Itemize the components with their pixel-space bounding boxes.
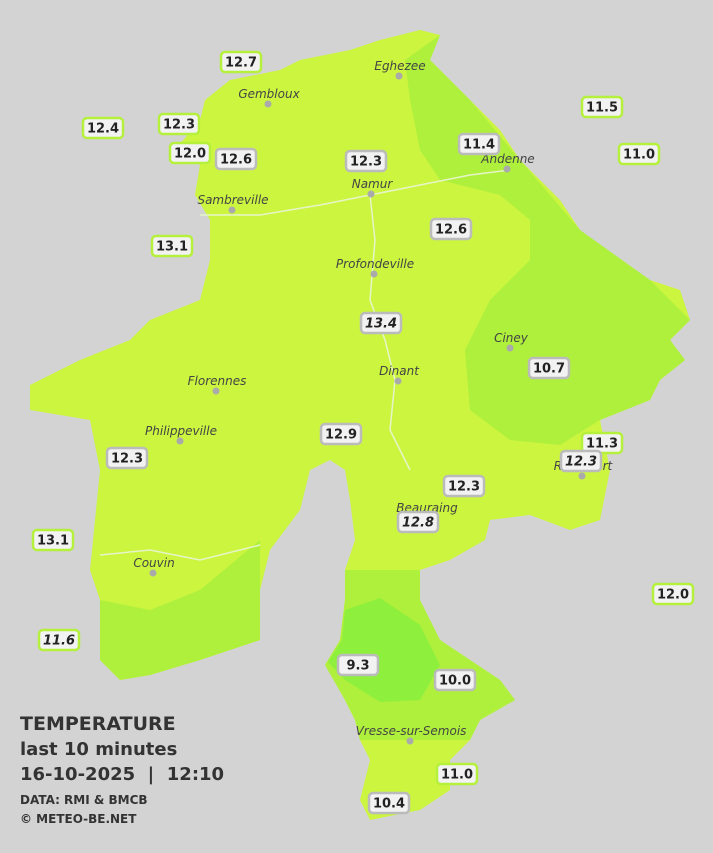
station-value: 11.4 (463, 138, 495, 153)
station-value: 12.6 (220, 153, 252, 168)
zone-cooler (100, 540, 260, 680)
station-box (651, 582, 695, 606)
station-value: 11.6 (43, 634, 75, 649)
city-label: Vresse-sur-Semois (356, 724, 467, 738)
station-value: 12.4 (87, 122, 119, 137)
city-dot (406, 737, 414, 745)
station-box (527, 356, 571, 380)
station-box (214, 147, 258, 171)
legend-copyright: © METEO-BE.NET (20, 812, 137, 826)
station-value: 12.8 (402, 516, 434, 531)
station-box (336, 653, 380, 677)
station-box (105, 446, 149, 470)
city-dot (176, 437, 184, 445)
station-value: 12.0 (657, 588, 689, 603)
river (99, 544, 261, 561)
station-value: 10.0 (439, 674, 471, 689)
station-box (457, 132, 501, 156)
station-box (219, 50, 263, 74)
city-label: Philippeville (145, 424, 217, 438)
city-label: Dinant (379, 364, 420, 378)
city-dot (506, 344, 514, 352)
city-label: Andenne (480, 152, 534, 166)
city-label: Ciney (494, 331, 529, 345)
city-dot (578, 472, 586, 480)
city-label: Profondeville (336, 257, 414, 271)
legend: TEMPERATURE last 10 minutes 16-10-2025 |… (20, 713, 224, 826)
station-box (344, 149, 388, 173)
station-value: 10.4 (373, 797, 405, 812)
station-value: 12.3 (111, 452, 143, 467)
city-dot (264, 100, 272, 108)
station-box (319, 422, 363, 446)
city-dot (149, 569, 157, 577)
station-value: 13.1 (156, 240, 188, 255)
station-box (442, 474, 486, 498)
station-value: 13.1 (37, 534, 69, 549)
city-label: Namur (352, 177, 394, 191)
city-label: Sambreville (197, 193, 268, 207)
station-box (359, 311, 403, 335)
station-box (429, 217, 473, 241)
station-box (396, 510, 440, 534)
legend-title: TEMPERATURE (20, 713, 176, 735)
station-value: 10.7 (533, 362, 565, 377)
city-dot (367, 190, 375, 198)
station-box (150, 234, 194, 258)
city-dot (503, 165, 511, 173)
station-box (559, 449, 603, 473)
station-box (31, 528, 75, 552)
station-value: 12.3 (448, 480, 480, 495)
station-value: 12.7 (225, 56, 257, 71)
city-label: Couvin (133, 556, 174, 570)
station-box (580, 95, 624, 119)
legend-subtitle: last 10 minutes (20, 739, 177, 760)
station-value: 12.9 (325, 428, 357, 443)
city-dot (395, 72, 403, 80)
station-box (168, 141, 212, 165)
station-box (81, 116, 125, 140)
station-value: 12.3 (163, 118, 195, 133)
station-box (433, 668, 477, 692)
station-value: 11.5 (586, 101, 618, 116)
station-value: 9.3 (346, 659, 369, 674)
city-dot (370, 270, 378, 278)
city-dot (394, 377, 402, 385)
station-value: 11.0 (623, 148, 655, 163)
station-box (157, 112, 201, 136)
city-label: Eghezee (374, 59, 425, 73)
city-label: Florennes (188, 374, 247, 388)
station-value: 12.0 (174, 147, 206, 162)
station-value: 12.6 (435, 223, 467, 238)
river (369, 194, 411, 471)
station-value: 11.3 (586, 437, 618, 452)
station-box (617, 142, 661, 166)
station-box (37, 628, 81, 652)
station-value: 12.3 (565, 455, 597, 470)
station-value: 13.4 (365, 317, 397, 332)
legend-source: DATA: RMI & BMCB (20, 793, 148, 807)
station-value: 12.3 (350, 155, 382, 170)
station-box (435, 762, 479, 786)
city-label: Gembloux (238, 87, 300, 101)
city-dot (228, 206, 236, 214)
station-box (367, 791, 411, 815)
legend-datetime: 16-10-2025 | 12:10 (20, 764, 224, 785)
city-dot (212, 387, 220, 395)
station-box (580, 431, 624, 455)
station-value: 11.0 (441, 768, 473, 783)
